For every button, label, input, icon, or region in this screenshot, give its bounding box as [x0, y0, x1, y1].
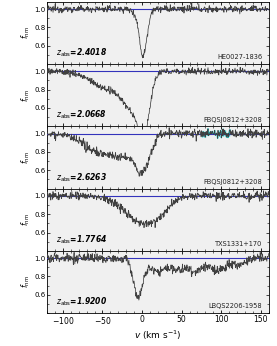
Text: $z_{\rm abs}$=1.9200: $z_{\rm abs}$=1.9200	[56, 295, 107, 308]
Text: $z_{\rm abs}$=2.0668: $z_{\rm abs}$=2.0668	[56, 109, 107, 121]
Text: FBQSJ0812+3208: FBQSJ0812+3208	[203, 117, 262, 122]
Y-axis label: $f_{\rm nm}$: $f_{\rm nm}$	[19, 275, 32, 289]
Text: TXS1331+170: TXS1331+170	[215, 241, 262, 247]
X-axis label: $v$ (km s$^{-1}$): $v$ (km s$^{-1}$)	[134, 328, 182, 342]
Y-axis label: $f_{\rm nm}$: $f_{\rm nm}$	[19, 213, 32, 226]
Text: $z_{\rm abs}$=1.7764: $z_{\rm abs}$=1.7764	[56, 233, 107, 246]
Y-axis label: $f_{\rm nm}$: $f_{\rm nm}$	[19, 89, 32, 102]
Text: LBQS2206-1958: LBQS2206-1958	[208, 303, 262, 309]
Text: $z_{\rm abs}$=2.4018: $z_{\rm abs}$=2.4018	[56, 46, 107, 59]
Y-axis label: $f_{\rm nm}$: $f_{\rm nm}$	[19, 26, 32, 39]
Text: FBQSJ0812+3208: FBQSJ0812+3208	[203, 179, 262, 185]
Text: $z_{\rm abs}$=2.6263: $z_{\rm abs}$=2.6263	[56, 171, 107, 184]
Y-axis label: $f_{\rm nm}$: $f_{\rm nm}$	[19, 151, 32, 164]
Text: HE0027-1836: HE0027-1836	[217, 54, 262, 60]
